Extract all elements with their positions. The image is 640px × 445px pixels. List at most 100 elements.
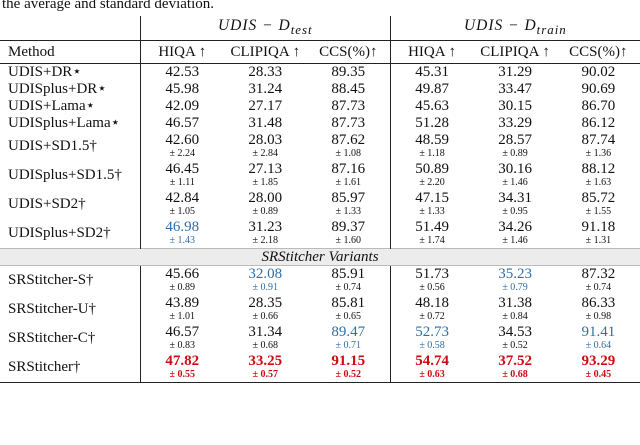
metric-mean: 87.62: [331, 132, 366, 148]
metric-mean: 27.13: [248, 161, 283, 177]
metric-mean: 35.23: [498, 266, 532, 282]
method-name: UDIS+SD1.5†: [8, 138, 97, 154]
metric-mean: 45.66: [165, 266, 200, 282]
metric-mean: 28.00: [248, 190, 283, 206]
metric-std: ± 1.18: [419, 148, 445, 159]
metric-cell: 32.08 ± 0.91: [224, 266, 307, 296]
metric-cell: 48.59 ± 1.18: [389, 132, 474, 161]
metric-mean: 89.37: [331, 219, 366, 235]
metric-cell: 42.60 ± 2.24: [139, 132, 224, 161]
method-header: Method: [0, 40, 141, 64]
table-row: UDISplus+DR⋆ 45.98 31.24 88.45 49.87 33.47 90.…: [0, 81, 640, 98]
metric-std: ± 0.72: [419, 311, 445, 322]
metric-mean: 33.25: [248, 353, 283, 369]
metric-value: 87.73: [331, 98, 366, 114]
metric-std: ± 1.74: [419, 235, 445, 246]
metric-value: 42.53: [139, 63, 224, 81]
metric-std: ± 2.20: [419, 177, 445, 188]
metric-cell: 89.37 ± 1.60: [307, 219, 390, 249]
metric-cell: 91.18 ± 1.31: [557, 219, 640, 249]
metric-std: ± 1.01: [169, 311, 196, 322]
metric-mean: 46.98: [165, 219, 200, 235]
table-row: SRStitcher-C† 46.57 ± 0.83 31.34 ± 0.68 89.47…: [0, 324, 640, 353]
metric-mean: 51.49: [415, 219, 449, 235]
metric-std: ± 1.43: [169, 235, 196, 246]
metric-value: 86.70: [581, 98, 616, 114]
metric-std: ± 1.11: [169, 177, 195, 188]
metric-value: 89.35: [331, 64, 366, 80]
metric-value: 45.31: [389, 63, 474, 81]
metric-cell: 50.89 ± 2.20: [389, 161, 474, 190]
table-row: SRStitcher-U† 43.89 ± 1.01 28.35 ± 0.66 85.81…: [0, 295, 640, 324]
table-row: UDISplus+SD2† 46.98 ± 1.43 31.23 ± 2.18 89.37…: [0, 219, 640, 249]
metric-cell: 87.32 ± 0.74: [557, 266, 640, 296]
table-row: UDIS+DR⋆ 42.53 28.33 89.35 45.31 31.29 90.02: [0, 63, 640, 81]
method-name: SRStitcher-C†: [8, 330, 96, 346]
metric-mean: 54.74: [415, 353, 449, 369]
metric-std: ± 0.95: [502, 206, 528, 217]
metric-cell: 28.03 ± 2.84: [224, 132, 307, 161]
table-body: UDIS+DR⋆ 42.53 28.33 89.35 45.31 31.29 90.02 UD…: [0, 63, 640, 383]
metric-cell: 28.00 ± 0.89: [224, 190, 307, 219]
metric-std: ± 1.33: [335, 206, 362, 217]
metric-cell: 91.41 ± 0.64: [557, 324, 640, 353]
method-name: SRStitcher-S†: [8, 272, 94, 288]
metric-std: ± 0.74: [585, 282, 612, 293]
metric-std: ± 1.05: [169, 206, 196, 217]
metric-std: ± 2.24: [169, 148, 196, 159]
metric-mean: 32.08: [248, 266, 283, 282]
metric-std: ± 0.57: [252, 369, 279, 380]
metric-cell: 54.74 ± 0.63: [389, 353, 474, 383]
metric-cell: 51.73 ± 0.56: [389, 265, 474, 295]
metric-mean: 88.12: [581, 161, 616, 177]
metric-header: CCS(%)↑: [556, 40, 640, 64]
method-name: UDISplus+SD2†: [8, 225, 111, 241]
metric-cell: 85.72 ± 1.55: [557, 190, 640, 219]
metric-std: ± 0.98: [585, 311, 612, 322]
metric-cell: 31.34 ± 0.68: [224, 324, 307, 353]
metric-value: 28.33: [248, 64, 283, 80]
metric-mean: 34.26: [498, 219, 532, 235]
table-row: SRStitcher† 47.82 ± 0.55 33.25 ± 0.57 91.15 ± …: [0, 353, 640, 383]
metric-cell: 47.15 ± 1.33: [389, 190, 474, 219]
metric-value: 45.98: [139, 81, 224, 98]
metric-value: 87.73: [331, 115, 366, 131]
group-header-train: UDIS − Dtrain: [389, 16, 640, 41]
metric-cell: 35.23 ± 0.79: [473, 266, 556, 296]
metric-mean: 89.47: [331, 324, 366, 340]
variant-band-row: SRStitcher Variants: [0, 248, 640, 266]
method-name: UDIS+DR⋆: [8, 64, 82, 80]
metric-cell: 91.15 ± 0.52: [306, 353, 391, 383]
metric-std: ± 0.65: [335, 311, 362, 322]
metric-mean: 91.18: [581, 219, 616, 235]
metric-header-row: Method HIQA ↑ CLIPIQA ↑ CCS(%)↑ HIQA ↑ C…: [0, 40, 640, 64]
table-row: UDIS+Lama⋆ 42.09 27.17 87.73 45.63 30.15 86.70: [0, 98, 640, 115]
metric-value: 31.29: [498, 64, 532, 80]
metric-mean: 91.15: [331, 353, 366, 369]
metric-std: ± 0.55: [169, 369, 196, 380]
metric-std: ± 2.18: [252, 235, 279, 246]
metric-std: ± 1.60: [335, 235, 362, 246]
metric-value: 27.17: [248, 98, 283, 114]
variant-band-label: SRStitcher Variants: [0, 248, 640, 266]
metric-mean: 43.89: [165, 295, 200, 311]
metric-value: 46.57: [139, 115, 224, 132]
metric-cell: 89.47 ± 0.71: [307, 324, 390, 353]
metric-value: 33.47: [498, 81, 532, 97]
metric-header: CLIPIQA ↑: [473, 40, 557, 64]
metric-cell: 46.57 ± 0.83: [139, 324, 224, 353]
method-name: UDISplus+DR⋆: [8, 81, 107, 97]
metric-value: 90.69: [581, 81, 616, 97]
metric-mean: 93.29: [581, 353, 616, 369]
metric-std: ± 0.68: [502, 369, 528, 380]
metric-mean: 85.72: [581, 190, 616, 206]
metric-std: ± 1.61: [335, 177, 362, 188]
metric-std: ± 0.71: [335, 340, 362, 351]
metric-std: ± 1.46: [502, 177, 528, 188]
table-row: UDIS+SD1.5† 42.60 ± 2.24 28.03 ± 2.84 87.62 ± …: [0, 132, 640, 161]
metric-mean: 91.41: [581, 324, 616, 340]
metric-cell: 93.29 ± 0.45: [556, 353, 640, 383]
metric-std: ± 1.33: [419, 206, 445, 217]
results-table: UDIS − Dtest UDIS − Dtrain Method HIQA ↑…: [0, 16, 640, 383]
metric-mean: 51.73: [415, 266, 449, 282]
